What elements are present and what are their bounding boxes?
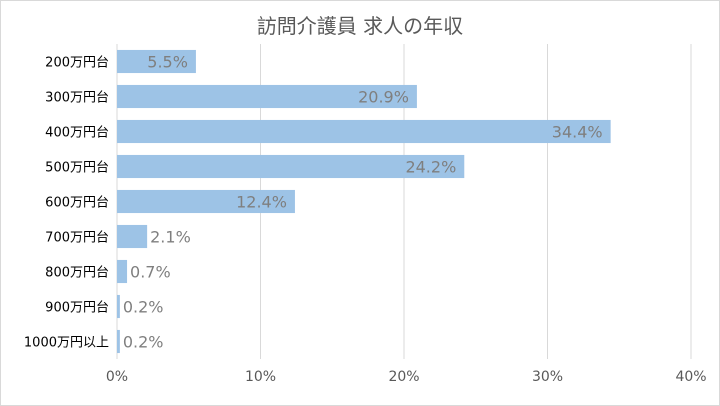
x-tick-label: 10% [245,369,276,385]
data-label: 0.2% [123,298,164,317]
category-axis: 200万円台 300万円台 400万円台 500万円台 600万円台 700万円台 800万… [24,56,109,351]
data-label: 0.7% [130,263,171,282]
bar-5 [117,189,295,214]
x-tick-label: 40% [675,369,706,385]
category-label: 500万円台 [45,161,109,176]
bar-9 [117,329,120,354]
bar-3 [117,119,611,144]
x-tick-label: 0% [106,369,128,385]
data-label: 34.4% [552,123,603,142]
category-label: 200万円台 [45,56,109,71]
data-label: 12.4% [236,193,287,212]
value-axis: 0% 10% 20% 30% 40% [106,369,707,385]
bar-6 [117,224,148,249]
label-layer: 5.5% 20.9% 34.4% 24.2% 12.4% 2.1% 0.7% 0.2% 0.2% [123,53,603,352]
bar-1 [117,49,196,74]
category-label: 1000万円以上 [24,336,109,351]
bar-layer [117,49,611,354]
x-tick-label: 30% [532,369,563,385]
category-label: 300万円台 [45,91,109,106]
x-tick-label: 20% [388,369,419,385]
data-label: 24.2% [405,158,456,177]
category-label: 800万円台 [45,266,109,281]
bar-4 [117,154,465,179]
category-label: 900万円台 [45,301,109,316]
data-label: 5.5% [147,53,188,72]
category-label: 400万円台 [45,126,109,141]
bar-7 [117,259,128,284]
category-label: 700万円台 [45,231,109,246]
bar-8 [117,294,120,319]
category-label: 600万円台 [45,196,109,211]
bar-2 [117,84,417,109]
chart-title: 訪問介護員 求人の年収 [257,14,463,38]
data-label: 20.9% [358,88,409,107]
data-label: 2.1% [150,228,191,247]
data-label: 0.2% [123,333,164,352]
